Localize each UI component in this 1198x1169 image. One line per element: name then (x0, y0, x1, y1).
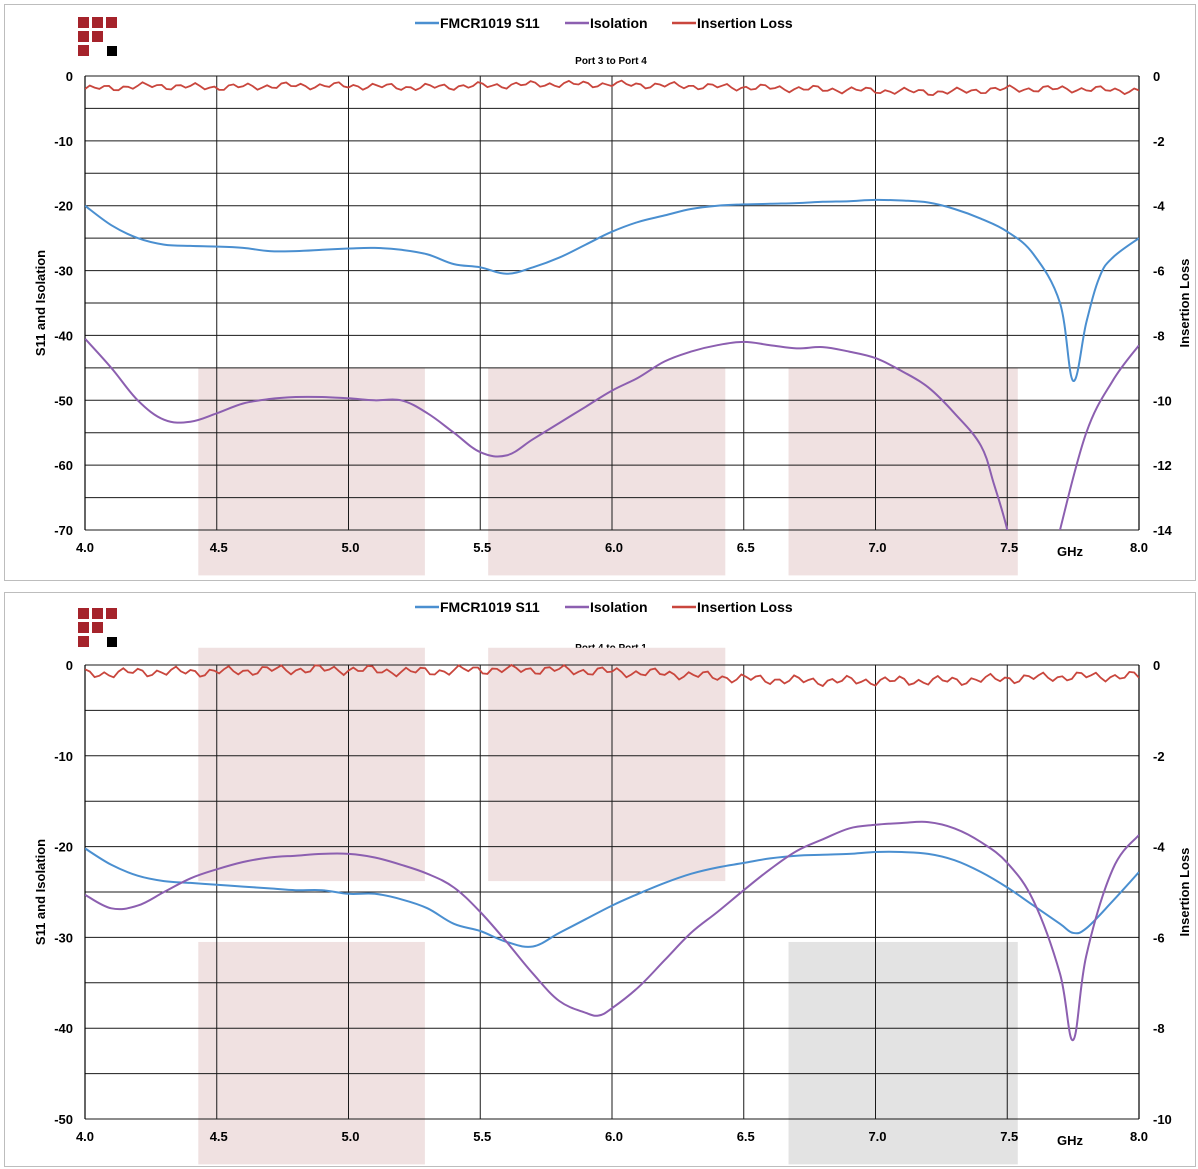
x-tick-label: 6.5 (737, 540, 755, 555)
logo-red-square (92, 622, 103, 633)
frequency-band-1 (198, 367, 425, 576)
x-tick-label: 5.0 (341, 540, 359, 555)
frequency-band-2 (488, 367, 726, 576)
y-left-tick-label: -30 (54, 264, 73, 279)
y-left-axis-title: S11 and Isolation (33, 839, 48, 945)
legend-label-s11: FMCR1019 S11 (440, 599, 540, 615)
logo-red-square (78, 622, 89, 633)
y-right-tick-label: 0 (1153, 69, 1160, 84)
y-right-tick-label: -14 (1153, 523, 1173, 538)
y-left-tick-label: 0 (66, 69, 73, 84)
chart-svg-top: FMCR1019 S11 Isolation Insertion Loss Port … (33, 15, 1192, 576)
x-tick-label: 8.0 (1130, 1129, 1148, 1144)
x-tick-label: 5.5 (473, 540, 491, 555)
y-right-tick-label: -8 (1153, 328, 1165, 343)
x-tick-label: 7.5 (1000, 1129, 1018, 1144)
y-left-tick-label: -50 (54, 1112, 73, 1127)
x-tick-label: 6.5 (737, 1129, 755, 1144)
logo-red-square (78, 45, 89, 56)
x-tick-label: 5.0 (341, 1129, 359, 1144)
logo-red-square (92, 31, 103, 42)
x-axis-unit-label: GHz (1057, 1133, 1084, 1148)
y-right-tick-label: -6 (1153, 930, 1165, 945)
x-axis-unit-label: GHz (1057, 544, 1084, 559)
company-logo (78, 608, 117, 647)
x-tick-label: 4.0 (76, 1129, 94, 1144)
logo-red-square (78, 636, 89, 647)
y-right-tick-label: -10 (1153, 1112, 1172, 1127)
legend-label-s11: FMCR1019 S11 (440, 15, 540, 31)
frequency-band-1 (198, 647, 425, 882)
frequency-band-2 (488, 647, 726, 882)
logo-red-square (106, 608, 117, 619)
x-tick-label: 7.0 (868, 540, 886, 555)
y-right-axis-title: Insertion Loss (1177, 259, 1192, 348)
y-right-tick-label: -12 (1153, 458, 1172, 473)
legend: FMCR1019 S11 Isolation Insertion Loss (415, 599, 793, 615)
y-left-tick-label: -10 (54, 134, 73, 149)
frequency-band-3 (788, 367, 1018, 576)
series-line-s11 (85, 198, 1139, 382)
x-tick-label: 4.0 (76, 540, 94, 555)
logo-red-square (78, 608, 89, 619)
logo-red-square (92, 17, 103, 28)
gridlines (85, 75, 1139, 531)
y-left-tick-label: -50 (54, 393, 73, 408)
y-left-tick-label: -20 (54, 199, 73, 214)
series-line-s11 (85, 847, 1139, 948)
y-right-tick-label: 0 (1153, 658, 1160, 673)
y-left-tick-label: -60 (54, 458, 73, 473)
y-left-axis-title: S11 and Isolation (33, 250, 48, 356)
logo-red-square (78, 17, 89, 28)
legend-label-insertion-loss: Insertion Loss (697, 15, 793, 31)
legend-label-isolation: Isolation (590, 15, 648, 31)
series-line-isolation (85, 338, 1139, 530)
y-right-tick-label: -6 (1153, 264, 1165, 279)
y-right-tick-label: -4 (1153, 199, 1165, 214)
y-left-tick-label: 0 (66, 658, 73, 673)
company-logo (78, 17, 117, 56)
logo-red-square (92, 608, 103, 619)
x-tick-label: 6.0 (605, 1129, 623, 1144)
y-left-tick-label: -20 (54, 840, 73, 855)
series-line-insertion-loss (85, 79, 1139, 97)
x-tick-label: 5.5 (473, 1129, 491, 1144)
logo-red-square (78, 31, 89, 42)
logo-red-square (106, 17, 117, 28)
chart-panel-top: FMCR1019 S11 Isolation Insertion Loss Port … (4, 4, 1196, 581)
x-tick-label: 6.0 (605, 540, 623, 555)
chart-subtitle: Port 3 to Port 4 (575, 56, 647, 67)
legend-label-isolation: Isolation (590, 599, 648, 615)
x-tick-label: 4.5 (210, 540, 228, 555)
y-right-axis-title: Insertion Loss (1177, 848, 1192, 937)
y-left-tick-label: -10 (54, 749, 73, 764)
y-right-tick-label: -2 (1153, 134, 1165, 149)
x-tick-label: 7.0 (868, 1129, 886, 1144)
y-right-tick-label: -4 (1153, 840, 1165, 855)
series-line-insertion-loss (85, 663, 1139, 688)
y-right-tick-label: -10 (1153, 393, 1172, 408)
frequency-band-4 (788, 941, 1018, 1165)
frequency-band-3 (198, 941, 425, 1165)
y-left-tick-label: -40 (54, 1021, 73, 1036)
logo-black-square (107, 637, 117, 647)
x-tick-label: 4.5 (210, 1129, 228, 1144)
series-line-isolation (85, 820, 1139, 1042)
legend-label-insertion-loss: Insertion Loss (697, 599, 793, 615)
logo-black-square (107, 46, 117, 56)
gridlines (85, 664, 1139, 1120)
x-tick-label: 7.5 (1000, 540, 1018, 555)
y-left-tick-label: -70 (54, 523, 73, 538)
y-left-tick-label: -30 (54, 930, 73, 945)
y-right-tick-label: -8 (1153, 1021, 1165, 1036)
y-left-tick-label: -40 (54, 328, 73, 343)
legend: FMCR1019 S11 Isolation Insertion Loss (415, 15, 793, 31)
y-right-tick-label: -2 (1153, 749, 1165, 764)
x-tick-label: 8.0 (1130, 540, 1148, 555)
